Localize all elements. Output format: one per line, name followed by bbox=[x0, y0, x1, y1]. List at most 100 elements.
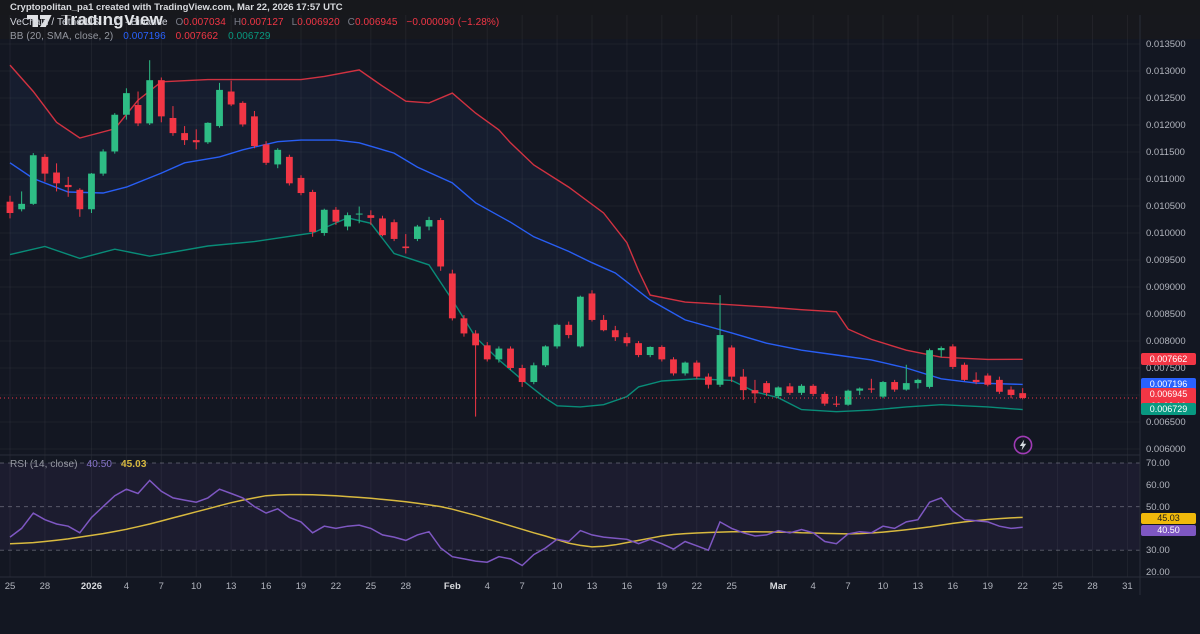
time-axis-label: 10 bbox=[190, 581, 202, 592]
price-axis-label: 0.012500 bbox=[1146, 93, 1186, 104]
bb-label[interactable]: BB (20, SMA, close, 2) bbox=[10, 31, 114, 42]
candle bbox=[867, 388, 875, 390]
candle bbox=[996, 379, 1003, 392]
candle bbox=[99, 151, 107, 174]
price-badge: 0.007662 bbox=[1141, 352, 1196, 365]
candle bbox=[902, 383, 910, 390]
time-axis-label: 25 bbox=[726, 581, 737, 592]
price-axis-label: 0.008500 bbox=[1146, 309, 1186, 320]
candle bbox=[216, 89, 223, 127]
price-axis-label: 0.010500 bbox=[1146, 201, 1186, 212]
price-axis-label: 0.011000 bbox=[1146, 174, 1185, 185]
time-axis-label: 19 bbox=[982, 581, 994, 592]
time-axis-label: 7 bbox=[519, 581, 525, 592]
candle bbox=[204, 122, 212, 143]
candle bbox=[157, 80, 165, 117]
candle bbox=[76, 189, 84, 210]
price-badge: 0.006729 bbox=[1141, 403, 1196, 416]
candle bbox=[879, 382, 887, 397]
low-value: 0.006920 bbox=[297, 17, 340, 28]
candle bbox=[670, 359, 677, 374]
time-axis-label: 7 bbox=[845, 581, 851, 592]
time-axis-label: 2026 bbox=[80, 581, 103, 592]
open-value: 0.007034 bbox=[183, 17, 226, 28]
candle bbox=[437, 220, 445, 267]
rsi-value: 40.50 bbox=[86, 459, 113, 470]
candle bbox=[542, 346, 549, 366]
candle bbox=[623, 337, 631, 344]
candle bbox=[751, 390, 759, 394]
rsi-badge: 45.03 bbox=[1141, 513, 1196, 524]
tradingview-logo-icon[interactable] bbox=[26, 9, 53, 32]
candle bbox=[390, 222, 398, 239]
candle bbox=[227, 91, 235, 105]
candle bbox=[134, 105, 142, 124]
candle bbox=[565, 324, 573, 336]
last-price: 0.006945 bbox=[1149, 389, 1188, 399]
time-axis-label: 31 bbox=[1122, 581, 1133, 592]
candle bbox=[635, 343, 642, 356]
bb-basis-value: 0.007196 bbox=[123, 31, 166, 42]
time-axis-label: 25 bbox=[1052, 581, 1063, 592]
time-axis-label: Feb bbox=[443, 581, 461, 592]
candle bbox=[856, 388, 864, 391]
candle bbox=[274, 149, 282, 165]
candle bbox=[705, 376, 712, 385]
price-axis-label: 0.012000 bbox=[1146, 120, 1186, 131]
attribution-text: Cryptopolitan_pa1 created with TradingVi… bbox=[10, 2, 343, 13]
time-axis-label: 19 bbox=[656, 581, 668, 592]
candle bbox=[926, 350, 933, 387]
time-axis-label: 13 bbox=[586, 581, 598, 592]
candle bbox=[728, 347, 736, 377]
rsi-axis-label: 60.00 bbox=[1146, 479, 1170, 491]
candle bbox=[425, 220, 433, 227]
bb-indicator-legend[interactable]: BB (20, SMA, close, 2) 0.007196 0.007662… bbox=[10, 31, 271, 42]
candle bbox=[809, 385, 817, 394]
time-axis-label: 16 bbox=[947, 581, 959, 592]
candle bbox=[576, 296, 584, 347]
time-axis-label: 10 bbox=[551, 581, 563, 592]
rsi-label[interactable]: RSI (14, close) bbox=[10, 459, 78, 470]
candle bbox=[716, 335, 724, 385]
price-badge: 0.007196 bbox=[1141, 377, 1196, 390]
time-axis-label: 28 bbox=[1087, 581, 1098, 592]
candle bbox=[798, 385, 805, 393]
candle bbox=[507, 348, 514, 368]
boost-icon[interactable] bbox=[1013, 435, 1033, 455]
time-axis-label: 16 bbox=[621, 581, 633, 592]
price-axis-label: 0.013000 bbox=[1146, 66, 1186, 77]
change-value: −0.000090 (−1.28%) bbox=[406, 17, 500, 28]
rsi-axis-label: 70.00 bbox=[1146, 458, 1170, 469]
symbol-title[interactable]: VeChain / TetherUS · 1D · Binance bbox=[10, 17, 168, 28]
rsi-indicator-legend[interactable]: RSI (14, close) 40.50 45.03 bbox=[10, 459, 146, 470]
symbol-legend[interactable]: VeChain / TetherUS · 1D · Binance O0.007… bbox=[10, 17, 499, 28]
candle bbox=[984, 375, 992, 385]
bb-lower-value: 0.006729 bbox=[228, 31, 271, 42]
candle bbox=[262, 144, 270, 163]
candle bbox=[833, 403, 840, 405]
candle bbox=[146, 80, 154, 124]
attribution-header: Cryptopolitan_pa1 created with TradingVi… bbox=[0, 0, 1200, 15]
rsi-badge: 40.50 bbox=[1141, 524, 1196, 536]
candle bbox=[937, 348, 945, 351]
candle bbox=[355, 213, 363, 215]
candle bbox=[518, 368, 526, 383]
time-axis-label: 10 bbox=[877, 581, 889, 592]
candle bbox=[367, 215, 375, 218]
candle bbox=[763, 383, 770, 393]
candle bbox=[379, 218, 386, 236]
price-axis-label: 0.008000 bbox=[1146, 336, 1186, 347]
candle bbox=[402, 246, 410, 249]
price-axis-label: 0.010000 bbox=[1146, 228, 1186, 239]
time-axis-label: 16 bbox=[260, 581, 272, 592]
rsi-axis-label: 50.00 bbox=[1146, 501, 1170, 513]
time-axis-label: 13 bbox=[912, 581, 924, 592]
candle bbox=[111, 114, 119, 152]
time-axis-label: Mar bbox=[769, 581, 787, 592]
candle bbox=[693, 362, 701, 377]
candle bbox=[553, 324, 561, 347]
candle bbox=[320, 209, 328, 233]
price-axis-label: 0.013500 bbox=[1146, 39, 1186, 50]
candle bbox=[786, 386, 794, 393]
